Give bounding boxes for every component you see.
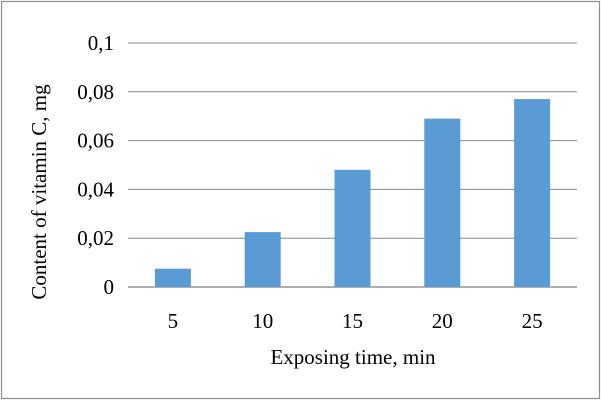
y-tick-label: 0,06 [77,129,114,153]
bar-15 [334,169,371,287]
x-tick-label: 10 [252,309,273,333]
x-tick-label: 5 [168,309,179,333]
y-tick-label: 0 [104,275,115,299]
y-axis-title: Content of vitamin C, mg [27,84,51,300]
bar-10 [244,232,281,287]
gridlines [128,42,577,288]
y-tick-label: 0,04 [77,177,114,201]
bar-20 [424,118,461,287]
bar-5 [154,268,191,287]
x-tick-label: 20 [432,309,453,333]
y-tick-labels: 0 0,02 0,04 0,06 0,08 0,1 [77,31,114,299]
bars [154,99,551,288]
x-axis-title: Exposing time, min [270,345,436,369]
y-tick-label: 0,02 [77,226,114,250]
x-tick-label: 15 [342,309,363,333]
x-tick-labels: 5 10 15 20 25 [168,309,543,333]
y-tick-label: 0,08 [77,80,114,104]
bar-25 [514,99,551,288]
y-tick-label: 0,1 [88,31,114,55]
x-tick-label: 25 [522,309,543,333]
